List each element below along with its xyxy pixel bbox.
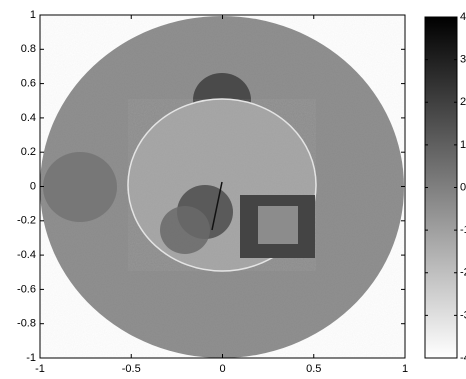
y-tick-label: 0.2 bbox=[21, 146, 36, 158]
x-tick-label: 1 bbox=[402, 363, 408, 375]
y-tick-label: -0.4 bbox=[17, 249, 36, 261]
left-circle bbox=[43, 152, 117, 222]
y-tick-label: 0.6 bbox=[21, 78, 36, 90]
image bbox=[40, 15, 405, 358]
y-tick-label: 0.8 bbox=[21, 43, 36, 55]
colorbar-tick-label: 3 bbox=[460, 54, 466, 66]
x-tick-label: -1 bbox=[35, 363, 45, 375]
colorbar-tick-label: -2 bbox=[460, 267, 466, 279]
colorbar-tick-label: -1 bbox=[460, 224, 466, 236]
y-tick-label: 0.4 bbox=[21, 112, 36, 124]
inner-ellipse bbox=[160, 206, 210, 254]
y-tick-label: -1 bbox=[26, 352, 36, 364]
y-tick-label: 1 bbox=[30, 9, 36, 21]
colorbar bbox=[424, 16, 458, 359]
colorbar-tick-label: 2 bbox=[460, 96, 466, 108]
y-tick-label: -0.2 bbox=[17, 215, 36, 227]
colorbar-tick-label: -3 bbox=[460, 309, 466, 321]
x-tick-label: 0.5 bbox=[306, 363, 321, 375]
colorbar-tick-label: 0 bbox=[460, 181, 466, 193]
y-tick-label: -0.6 bbox=[17, 283, 36, 295]
colorbar-tick-label: 1 bbox=[460, 139, 466, 151]
x-tick-label: 0 bbox=[219, 363, 225, 375]
colorbar-tick-label: 4 bbox=[460, 11, 466, 23]
y-tick-label: -0.8 bbox=[17, 318, 36, 330]
x-tick-label: -0.5 bbox=[122, 363, 141, 375]
y-tick-label: 0 bbox=[30, 180, 36, 192]
inner-square bbox=[258, 206, 298, 244]
colorbar-tick-label: -4 bbox=[460, 352, 466, 364]
